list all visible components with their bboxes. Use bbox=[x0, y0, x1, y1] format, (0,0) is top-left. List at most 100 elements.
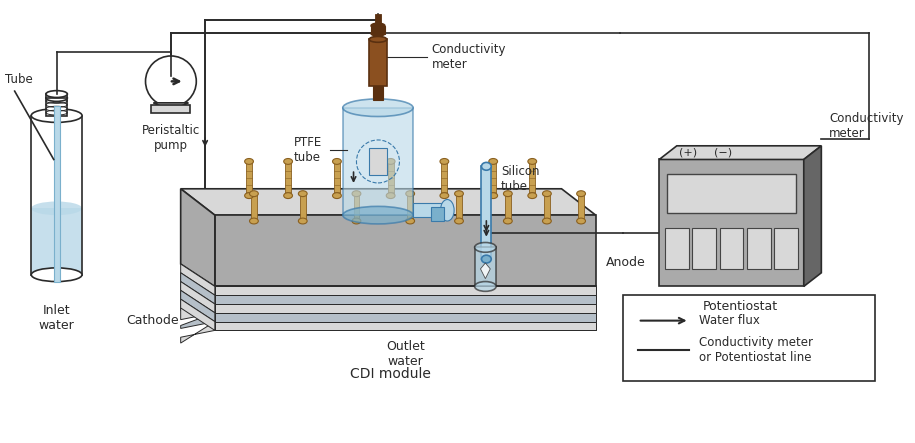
Text: PTFE
tube: PTFE tube bbox=[294, 136, 322, 164]
Polygon shape bbox=[180, 273, 215, 304]
Bar bbox=[215, 304, 596, 313]
Bar bbox=[215, 287, 596, 295]
Bar bbox=[693, 228, 716, 269]
Bar bbox=[371, 26, 385, 34]
Bar bbox=[151, 105, 190, 113]
Bar bbox=[285, 161, 291, 196]
Ellipse shape bbox=[250, 191, 258, 197]
Bar bbox=[456, 194, 462, 221]
Ellipse shape bbox=[455, 218, 463, 224]
Bar bbox=[373, 86, 382, 100]
Text: Cathode: Cathode bbox=[126, 314, 178, 327]
Bar bbox=[215, 304, 596, 313]
Polygon shape bbox=[180, 299, 215, 330]
Polygon shape bbox=[31, 208, 82, 275]
Polygon shape bbox=[659, 146, 822, 159]
Polygon shape bbox=[180, 264, 215, 295]
Polygon shape bbox=[180, 313, 215, 328]
Polygon shape bbox=[803, 146, 822, 287]
Ellipse shape bbox=[440, 193, 448, 198]
Text: (+): (+) bbox=[680, 148, 697, 158]
Bar bbox=[623, 295, 875, 381]
Ellipse shape bbox=[46, 94, 68, 101]
Ellipse shape bbox=[440, 199, 454, 221]
Ellipse shape bbox=[31, 268, 82, 282]
Text: Peristaltic
pump: Peristaltic pump bbox=[142, 124, 200, 152]
Bar bbox=[215, 295, 596, 304]
Polygon shape bbox=[180, 290, 215, 311]
Ellipse shape bbox=[489, 159, 498, 164]
Ellipse shape bbox=[455, 191, 463, 197]
Text: (−): (−) bbox=[714, 148, 732, 158]
Text: Anode: Anode bbox=[606, 256, 645, 268]
Polygon shape bbox=[180, 290, 215, 322]
Ellipse shape bbox=[503, 218, 512, 224]
Ellipse shape bbox=[481, 255, 491, 263]
Bar bbox=[54, 106, 59, 282]
Ellipse shape bbox=[298, 218, 307, 224]
Polygon shape bbox=[180, 282, 215, 313]
Bar bbox=[215, 322, 596, 330]
Bar bbox=[530, 161, 535, 196]
Ellipse shape bbox=[576, 218, 586, 224]
Ellipse shape bbox=[405, 218, 414, 224]
Ellipse shape bbox=[386, 159, 395, 164]
Bar bbox=[246, 161, 252, 196]
Text: Inlet
water: Inlet water bbox=[38, 304, 74, 332]
Bar bbox=[578, 194, 584, 221]
Text: Water flux: Water flux bbox=[699, 314, 760, 327]
Ellipse shape bbox=[371, 31, 385, 36]
Bar bbox=[505, 194, 511, 221]
Ellipse shape bbox=[244, 159, 253, 164]
Ellipse shape bbox=[543, 218, 552, 224]
Text: Outlet
water: Outlet water bbox=[386, 340, 425, 368]
Ellipse shape bbox=[343, 99, 413, 117]
Bar bbox=[46, 98, 68, 116]
Ellipse shape bbox=[371, 23, 385, 28]
Ellipse shape bbox=[244, 193, 253, 198]
Bar bbox=[300, 194, 306, 221]
Bar bbox=[215, 287, 596, 295]
Ellipse shape bbox=[284, 159, 293, 164]
Bar bbox=[659, 159, 803, 287]
Ellipse shape bbox=[343, 206, 413, 224]
Polygon shape bbox=[180, 322, 215, 343]
Bar bbox=[720, 228, 743, 269]
Ellipse shape bbox=[528, 159, 537, 164]
Polygon shape bbox=[180, 304, 215, 320]
Bar bbox=[215, 313, 596, 322]
Polygon shape bbox=[480, 263, 490, 279]
Ellipse shape bbox=[475, 242, 496, 252]
Bar bbox=[215, 287, 596, 295]
Ellipse shape bbox=[405, 191, 414, 197]
Ellipse shape bbox=[31, 268, 82, 282]
Bar bbox=[215, 322, 596, 330]
Text: CDI module: CDI module bbox=[350, 367, 431, 381]
Ellipse shape bbox=[332, 193, 341, 198]
Bar bbox=[215, 313, 596, 322]
Bar bbox=[215, 295, 596, 304]
Ellipse shape bbox=[46, 91, 68, 97]
Ellipse shape bbox=[332, 159, 341, 164]
Text: Potentiostat: Potentiostat bbox=[703, 300, 778, 313]
Bar bbox=[46, 94, 68, 98]
Ellipse shape bbox=[369, 36, 387, 42]
Bar bbox=[665, 228, 688, 269]
Bar bbox=[407, 194, 413, 221]
Ellipse shape bbox=[576, 191, 586, 197]
Ellipse shape bbox=[352, 218, 361, 224]
Polygon shape bbox=[180, 189, 215, 287]
Ellipse shape bbox=[145, 56, 197, 107]
Ellipse shape bbox=[284, 193, 293, 198]
Bar bbox=[431, 207, 445, 221]
Bar bbox=[475, 247, 496, 287]
Bar bbox=[215, 304, 596, 313]
Bar bbox=[251, 194, 257, 221]
Bar bbox=[334, 161, 339, 196]
Bar bbox=[369, 39, 387, 86]
Ellipse shape bbox=[386, 193, 395, 198]
Ellipse shape bbox=[503, 191, 512, 197]
Ellipse shape bbox=[481, 163, 491, 170]
Bar bbox=[544, 194, 550, 221]
Ellipse shape bbox=[31, 202, 82, 215]
